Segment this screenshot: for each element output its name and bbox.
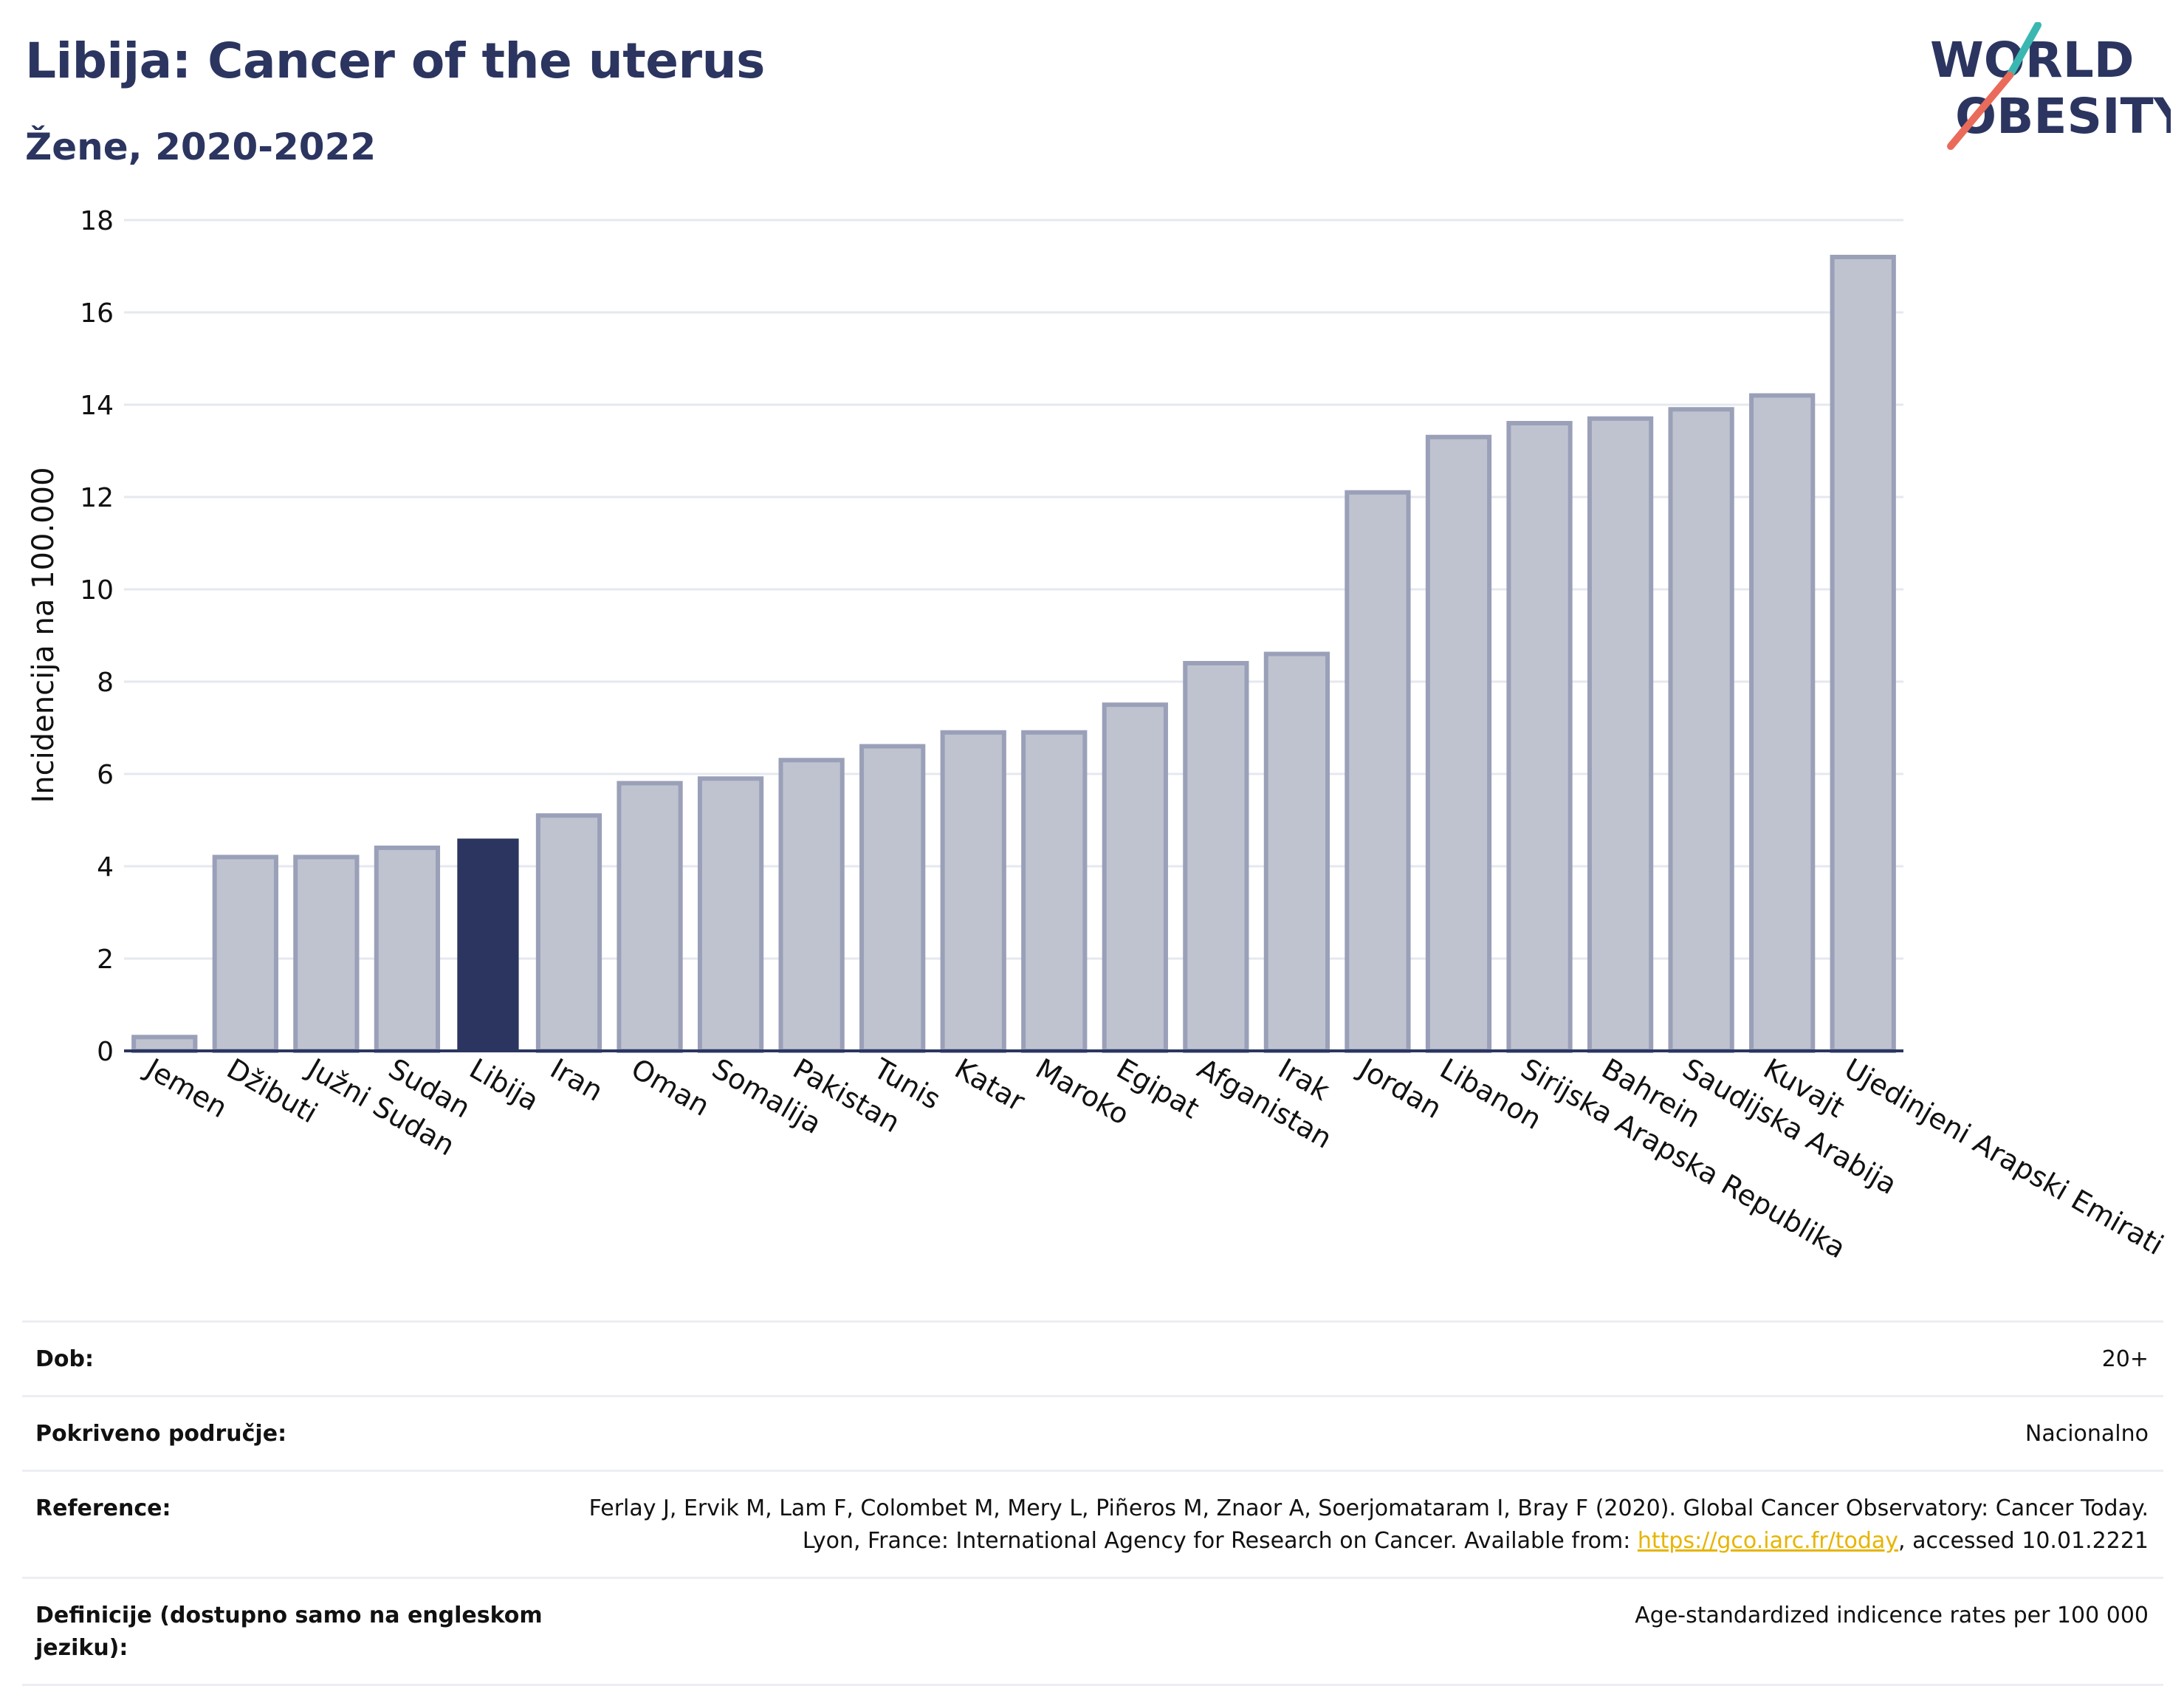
meta-key-reference: Reference: [35,1495,171,1521]
x-tick-label: Iran [545,1052,608,1108]
x-tick-label: Oman [626,1052,715,1123]
bar-libija[interactable] [457,838,519,1052]
y-tick-label: 14 [80,391,114,421]
bar-afganistan[interactable] [1183,661,1249,1053]
y-tick-label: 12 [80,483,114,513]
logo-slash-teal [2006,22,2042,79]
x-tick-label: Katar [950,1052,1031,1118]
y-tick-label: 18 [80,206,114,236]
metadata-table: Dob: 20+ Pokriveno područje: Nacionalno … [22,1320,2163,1686]
y-axis-ticks: 0 2 4 6 8 10 12 14 16 18 [80,206,114,1067]
chart-subtitle: Žene, 2020-2022 [25,126,377,168]
y-tick-label: 16 [80,298,114,329]
chart-title: Libija: Cancer of the uterus [25,32,765,89]
reference-text: Ferlay J, Ervik M, Lam F, Colombet M, Me… [588,1495,2149,1554]
meta-row-definition: Definicije (dostupno samo na engleskom j… [22,1577,2163,1685]
y-tick-label: 6 [97,760,114,790]
meta-row-reference: Reference: Ferlay J, Ervik M, Lam F, Col… [22,1470,2163,1578]
reference-link[interactable]: https://gco.iarc.fr/today [1637,1528,1899,1554]
y-tick-label: 8 [97,668,114,698]
bar-pakistan[interactable] [778,758,845,1053]
bar-sudan[interactable] [374,846,441,1053]
bars [131,255,1896,1053]
bar-oman[interactable] [617,781,683,1053]
bar-južni-sudan[interactable] [293,854,360,1053]
x-tick-label: Džibuti [222,1052,323,1130]
bar-bahrein[interactable] [1587,416,1654,1053]
bar-džibuti[interactable] [212,854,278,1053]
bar-jordan[interactable] [1345,490,1411,1053]
y-tick-label: 2 [97,945,114,975]
x-tick-label: Maroko [1030,1052,1135,1131]
bar-irak[interactable] [1263,651,1330,1053]
y-axis-label: Incidencija na 100.000 [27,467,61,803]
y-tick-label: 10 [80,575,114,606]
world-obesity-logo: WORLD OBESITY [1930,22,2171,150]
bar-maroko[interactable] [1021,730,1088,1053]
x-tick-label: Ujedinjeni Arapski Emirati [1839,1052,2169,1261]
bar-sirijska-arapska-republika[interactable] [1506,421,1573,1053]
x-tick-label: Jemen [140,1052,233,1125]
bar-jemen[interactable] [131,1035,198,1053]
bar-tunis[interactable] [859,744,926,1053]
logo-slash-red [1947,72,2013,150]
meta-row-age: Dob: 20+ [22,1321,2163,1397]
x-tick-label: Jordan [1353,1052,1447,1125]
bar-saudijska-arabija[interactable] [1668,407,1734,1053]
meta-value-definition: Age-standardized indicence rates per 100… [1635,1603,2149,1628]
y-tick-label: 4 [97,852,114,883]
y-tick-label: 0 [97,1037,114,1067]
meta-value-coverage: Nacionalno [2025,1421,2149,1447]
meta-value-age: 20+ [2101,1346,2149,1372]
meta-key-age: Dob: [35,1346,94,1372]
meta-key-coverage: Pokriveno područje: [35,1421,287,1447]
x-tick-label: Libija [464,1052,544,1117]
bar-kuvajt[interactable] [1749,393,1816,1053]
bar-ujedinjeni-arapski-emirati[interactable] [1830,255,1896,1053]
meta-value-reference: Ferlay J, Ervik M, Lam F, Colombet M, Me… [567,1471,2163,1578]
bar-libanon[interactable] [1425,434,1492,1053]
bar-somalija[interactable] [697,776,764,1053]
reference-accessed: , accessed 10.01.2221 [1898,1528,2149,1554]
bar-katar[interactable] [940,730,1006,1053]
meta-row-coverage: Pokriveno područje: Nacionalno [22,1396,2163,1471]
meta-key-definition: Definicije (dostupno samo na engleskom j… [35,1603,543,1661]
bar-egipat[interactable] [1102,702,1168,1053]
bar-iran[interactable] [535,813,602,1053]
